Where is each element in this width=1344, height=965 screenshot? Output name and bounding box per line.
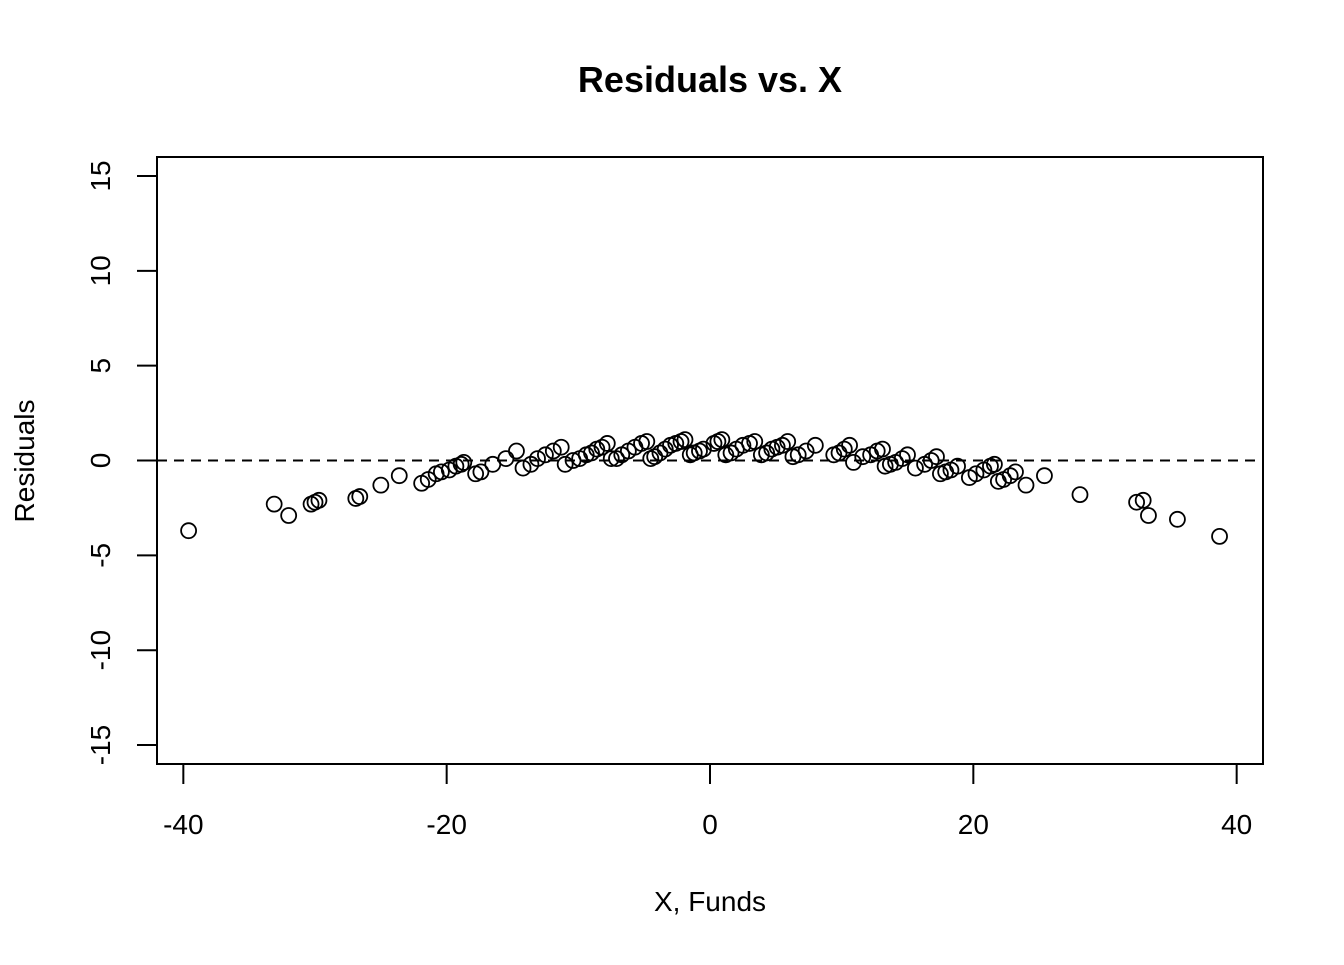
y-axis-label: Residuals — [9, 400, 40, 523]
data-point — [845, 453, 862, 471]
data-point — [1140, 507, 1157, 524]
data-point — [835, 440, 853, 458]
data-point — [922, 452, 940, 469]
data-point — [529, 450, 546, 468]
x-tick-label: 0 — [702, 809, 718, 840]
data-point — [806, 436, 824, 454]
data-point — [472, 463, 490, 481]
x-tick-label: 40 — [1221, 809, 1252, 840]
data-point — [265, 495, 283, 513]
data-point — [638, 433, 656, 450]
y-tick-label: 0 — [85, 453, 116, 469]
data-point — [514, 459, 532, 477]
data-point — [789, 446, 807, 464]
data-point — [1071, 486, 1089, 504]
data-point — [967, 465, 985, 483]
data-point — [695, 440, 712, 458]
data-point — [734, 436, 752, 454]
chart-title: Residuals vs. X — [578, 59, 842, 100]
data-point — [841, 436, 858, 454]
y-tick-label: 5 — [85, 358, 116, 374]
data-point — [1211, 527, 1228, 545]
data-point — [1001, 467, 1019, 485]
data-point — [986, 455, 1003, 473]
data-point — [608, 450, 625, 468]
data-point — [544, 442, 562, 460]
data-point — [1128, 493, 1145, 511]
x-axis: -40 -20 0 20 40 — [163, 763, 1252, 840]
data-point — [676, 431, 694, 449]
x-tick-label: 20 — [958, 809, 989, 840]
y-axis: -15 -10 -5 0 5 10 15 — [85, 160, 158, 765]
data-point — [1134, 491, 1152, 509]
data-point — [928, 448, 945, 466]
data-point — [452, 455, 470, 473]
data-point — [874, 440, 891, 458]
data-point — [746, 433, 764, 450]
data-point — [180, 522, 198, 540]
data-point — [854, 448, 872, 466]
data-point — [758, 444, 776, 462]
data-point — [797, 442, 815, 460]
data-point — [310, 491, 328, 509]
data-point — [899, 446, 916, 464]
y-tick-label: 15 — [85, 160, 116, 191]
data-point — [432, 463, 450, 481]
x-tick-label: -40 — [163, 809, 203, 840]
data-point — [602, 450, 620, 468]
data-point — [497, 450, 515, 468]
data-point — [656, 440, 674, 458]
data-point — [1169, 510, 1186, 528]
x-axis-label: X, Funds — [654, 886, 766, 917]
data-point — [593, 438, 611, 456]
y-tick-label: -15 — [85, 725, 116, 765]
data-point — [556, 455, 574, 473]
data-point — [949, 457, 966, 475]
data-point — [390, 467, 408, 485]
x-tick-label: -20 — [426, 809, 466, 840]
data-point — [351, 488, 369, 505]
data-point — [722, 444, 740, 462]
data-point — [830, 444, 848, 462]
data-point — [779, 433, 797, 450]
data-point — [1017, 476, 1035, 494]
data-point — [455, 453, 473, 471]
data-point — [583, 444, 600, 462]
y-tick-label: -10 — [85, 630, 116, 670]
data-point — [713, 431, 731, 449]
data-point — [1036, 467, 1053, 485]
data-point — [893, 450, 911, 468]
y-tick-label: 10 — [85, 255, 116, 286]
data-point — [280, 507, 298, 524]
data-point — [598, 435, 616, 452]
data-point — [508, 442, 525, 460]
y-tick-label: -5 — [85, 543, 116, 568]
points-layer — [180, 431, 1228, 545]
data-point — [537, 446, 554, 464]
data-point — [372, 476, 390, 494]
data-point — [552, 438, 570, 456]
data-point — [774, 436, 791, 454]
data-point — [907, 459, 924, 477]
data-point — [1007, 463, 1024, 481]
